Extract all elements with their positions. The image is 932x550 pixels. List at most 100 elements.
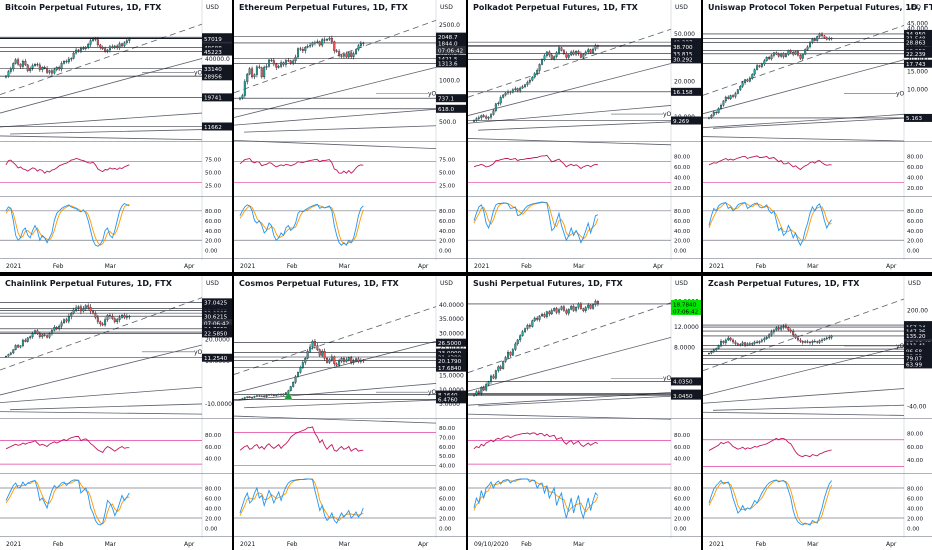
indicator-tick-label: 40.00 <box>205 457 221 463</box>
candle <box>87 44 90 48</box>
candle <box>14 345 17 350</box>
candle <box>562 306 565 311</box>
candle <box>809 341 811 343</box>
candle <box>804 49 807 55</box>
candle <box>734 93 737 97</box>
trend-line <box>244 399 437 409</box>
y-tick-label: 10.0000 <box>439 387 464 394</box>
candle <box>511 349 514 356</box>
y-tick-label: 5.0000 <box>439 401 460 408</box>
candle <box>77 306 80 308</box>
currency-label: USD <box>206 280 219 287</box>
indicator-tick-label: 40.00 <box>907 458 923 464</box>
chart-panel-cosmos[interactable]: Cosmos Perpetual Futures, 1D, FTX 40.000… <box>234 276 466 550</box>
indicator-band <box>0 488 202 518</box>
candle <box>248 68 251 75</box>
candle <box>338 360 341 366</box>
price-label-bg <box>671 42 701 51</box>
candle <box>789 50 792 53</box>
candle <box>825 37 828 40</box>
y-tick-label: 500.0 <box>439 119 456 126</box>
candle <box>584 51 587 55</box>
candle <box>567 309 570 314</box>
candle <box>722 341 725 343</box>
candle <box>548 51 551 56</box>
candle <box>712 111 715 116</box>
price-label-bg <box>202 319 232 328</box>
x-tick-label: Apr <box>184 263 195 270</box>
candle <box>727 96 730 99</box>
price-label: 18.7840 <box>673 302 697 308</box>
y-tick-label: 40000.0 <box>205 56 230 63</box>
candle <box>825 337 828 339</box>
candle <box>253 396 256 398</box>
candle <box>770 55 773 60</box>
candle <box>828 337 831 339</box>
candle <box>9 352 12 355</box>
price-label: 07:06:42 <box>673 309 698 315</box>
indicator-tick-label: 0.00 <box>439 248 452 254</box>
candle <box>65 319 68 322</box>
candle <box>596 301 599 305</box>
candle <box>350 52 353 57</box>
chart-panel-sushi[interactable]: Sushi Perpetual Futures, 1D, FTX 20.0000… <box>468 276 701 550</box>
candle <box>79 48 82 51</box>
y-tick-label: 20.000 <box>907 56 928 63</box>
candle <box>787 327 790 331</box>
candle <box>106 49 109 52</box>
candle <box>507 352 510 358</box>
candle <box>43 67 46 69</box>
candle <box>5 355 7 358</box>
indicator-tick-label: 20.00 <box>205 516 221 522</box>
price-label-bg <box>436 338 466 347</box>
candle <box>294 376 297 383</box>
candle <box>340 55 343 57</box>
price-label: 26.5000 <box>438 341 462 347</box>
chart-panel-uniswap[interactable]: Uniswap Protocol Token Perpetual Futures… <box>703 0 932 272</box>
indicator-tick-label: 20.00 <box>674 239 690 245</box>
candle <box>748 343 751 345</box>
price-label-bg <box>202 43 232 52</box>
price-label-bg <box>436 395 466 404</box>
chart-panel-polkadot[interactable]: Polkadot Perpetual Futures, 1D, FTX 50.0… <box>468 0 701 272</box>
x-tick-label: 2021 <box>474 263 489 270</box>
candle <box>577 51 580 54</box>
indicator-tick-label: 60.00 <box>674 445 690 451</box>
candle <box>241 95 244 99</box>
candle <box>514 343 517 350</box>
candle <box>772 329 775 333</box>
candle <box>734 341 737 344</box>
indicator-tick-label: 40.00 <box>907 229 923 235</box>
price-label: 9.269 <box>673 119 689 125</box>
candle <box>828 37 831 40</box>
candle <box>485 116 488 119</box>
candle <box>727 337 730 341</box>
candle <box>335 50 338 52</box>
trend-line <box>703 59 905 115</box>
chart-panel-bitcoin[interactable]: Bitcoin Perpetual Futures, 1D, FTX 60000… <box>0 0 232 272</box>
price-label: 737.1 <box>438 96 454 102</box>
candle <box>352 53 355 57</box>
candle <box>528 80 531 83</box>
candle <box>816 36 819 41</box>
candle <box>490 114 493 118</box>
candle <box>29 336 32 339</box>
chart-panel-ethereum[interactable]: Ethereum Perpetual Futures, 1D, FTX 2500… <box>234 0 466 272</box>
x-tick-label: Feb <box>756 263 767 270</box>
chart-panel-chainlink[interactable]: Chainlink Perpetual Futures, 1D, FTX 30.… <box>0 276 232 550</box>
candle <box>342 358 345 362</box>
candle <box>756 65 759 70</box>
candle <box>494 103 497 111</box>
candle <box>239 399 241 401</box>
candle <box>724 339 727 343</box>
indicator-tick-label: 80.00 <box>907 155 923 161</box>
indicator-tick-label: 40.00 <box>674 176 690 182</box>
x-tick-label: Feb <box>756 541 767 548</box>
candle <box>70 313 73 317</box>
indicator-tick-label: 80.00 <box>674 433 690 439</box>
trend-line <box>234 340 437 394</box>
candle <box>289 386 292 391</box>
chart-panel-zcash[interactable]: Zcash Perpetual Futures, 1D, FTX 200.00 1… <box>703 276 932 550</box>
y-tick-label: -40.00 <box>907 404 927 411</box>
y-tick-label: 15.0000 <box>439 373 464 380</box>
